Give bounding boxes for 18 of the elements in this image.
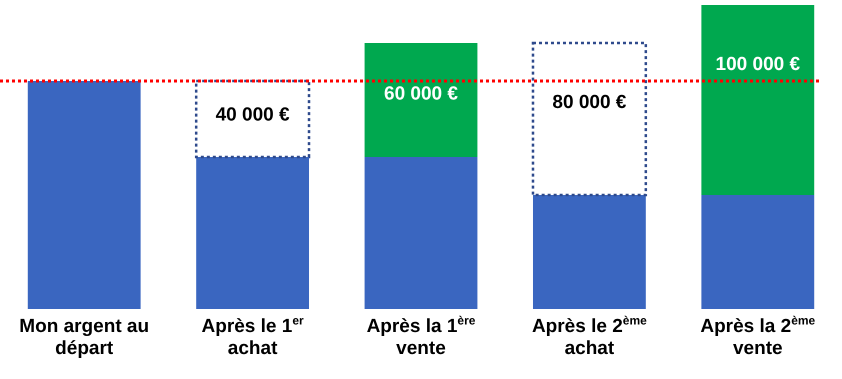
bar	[532, 195, 646, 309]
data-label: 80 000 €	[552, 92, 627, 114]
x-tick-label: Après la 2$^{ème}$ vente	[699, 314, 816, 360]
bar	[701, 195, 814, 309]
x-tick-label: Après le 2$^{ème}$ achat	[530, 314, 648, 360]
bar	[364, 157, 478, 309]
bar	[28, 81, 141, 309]
bar	[196, 157, 310, 309]
data-label: 100 000 €	[716, 54, 800, 76]
bar	[364, 43, 478, 157]
bar	[194, 80, 310, 158]
bar	[701, 5, 814, 195]
bar	[532, 42, 648, 196]
category-label: Après le 1$^{er}$ achat	[202, 314, 304, 359]
x-tick-label: Mon argent au départ	[19, 316, 150, 360]
data-label: 60 000 €	[384, 84, 458, 105]
data-label: 40 000 €	[216, 104, 290, 126]
category-label: Après la 1$^{ère}$ vente	[366, 314, 476, 359]
